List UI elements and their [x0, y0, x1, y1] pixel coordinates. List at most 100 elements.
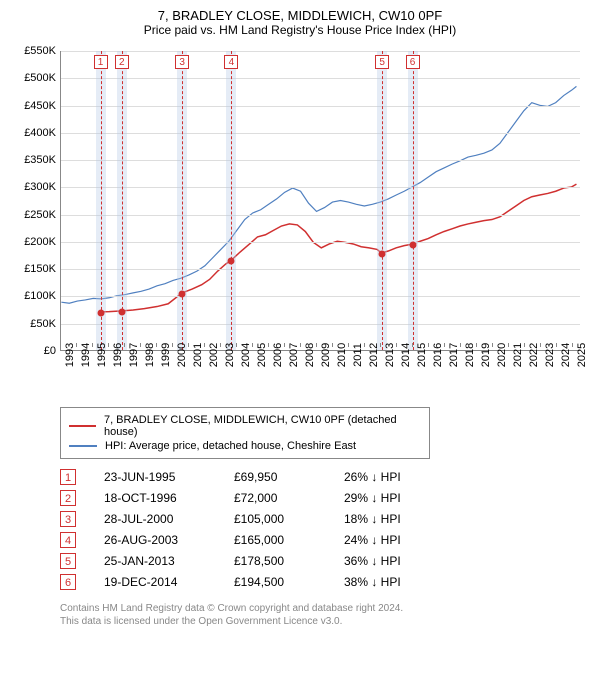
x-axis-label: 2005 [256, 343, 268, 367]
table-row: 218-OCT-1996£72,00029% ↓ HPI [60, 490, 588, 506]
x-tick [204, 343, 205, 347]
x-tick [252, 343, 253, 347]
row-number: 3 [60, 511, 76, 527]
chart-lines-svg [61, 51, 580, 350]
row-diff: 26% ↓ HPI [344, 470, 454, 484]
row-date: 26-AUG-2003 [104, 533, 234, 547]
gridline [61, 215, 580, 216]
row-diff: 36% ↓ HPI [344, 554, 454, 568]
x-tick [364, 343, 365, 347]
x-axis-label: 2017 [448, 343, 460, 367]
x-tick [524, 343, 525, 347]
x-tick [300, 343, 301, 347]
x-axis-label: 2014 [400, 343, 412, 367]
x-tick [460, 343, 461, 347]
y-axis-label: £0 [12, 345, 56, 357]
sale-marker-number: 3 [175, 55, 189, 69]
x-tick [492, 343, 493, 347]
row-diff: 18% ↓ HPI [344, 512, 454, 526]
legend-label: 7, BRADLEY CLOSE, MIDDLEWICH, CW10 0PF (… [104, 414, 421, 438]
table-row: 525-JAN-2013£178,50036% ↓ HPI [60, 553, 588, 569]
legend-swatch-property [69, 425, 96, 427]
row-price: £69,950 [234, 470, 344, 484]
gridline [61, 160, 580, 161]
x-axis-label: 1996 [112, 343, 124, 367]
y-axis-label: £200K [12, 236, 56, 248]
series-hpi [61, 86, 576, 303]
x-tick [220, 343, 221, 347]
x-axis-label: 2016 [432, 343, 444, 367]
y-axis-label: £500K [12, 72, 56, 84]
row-date: 23-JUN-1995 [104, 470, 234, 484]
sale-marker-number: 1 [94, 55, 108, 69]
sale-marker-number: 5 [375, 55, 389, 69]
sale-point [379, 250, 386, 257]
x-tick [124, 343, 125, 347]
series-property [101, 184, 577, 312]
x-tick [268, 343, 269, 347]
x-axis-label: 2007 [288, 343, 300, 367]
sale-marker-line [382, 51, 383, 350]
sale-marker-line [101, 51, 102, 350]
row-price: £194,500 [234, 575, 344, 589]
footer-line: Contains HM Land Registry data © Crown c… [60, 602, 588, 615]
row-price: £165,000 [234, 533, 344, 547]
chart-subtitle: Price paid vs. HM Land Registry's House … [12, 23, 588, 37]
x-tick [316, 343, 317, 347]
x-tick [380, 343, 381, 347]
gridline [61, 78, 580, 79]
gridline [61, 269, 580, 270]
legend-swatch-hpi [69, 445, 97, 447]
row-number: 4 [60, 532, 76, 548]
x-tick [76, 343, 77, 347]
gridline [61, 51, 580, 52]
x-tick [236, 343, 237, 347]
x-axis-label: 2025 [576, 343, 588, 367]
y-axis-label: £450K [12, 100, 56, 112]
row-diff: 29% ↓ HPI [344, 491, 454, 505]
y-axis-label: £150K [12, 263, 56, 275]
x-axis-label: 2012 [368, 343, 380, 367]
x-axis-label: 2018 [464, 343, 476, 367]
x-axis-label: 2004 [240, 343, 252, 367]
legend-label: HPI: Average price, detached house, Ches… [105, 440, 356, 452]
sale-point [179, 290, 186, 297]
title-block: 7, BRADLEY CLOSE, MIDDLEWICH, CW10 0PF P… [12, 8, 588, 37]
x-axis-label: 1997 [128, 343, 140, 367]
table-row: 3 28-JUL-2000£105,00018% ↓ HPI [60, 511, 588, 527]
x-axis-label: 2009 [320, 343, 332, 367]
x-tick [540, 343, 541, 347]
x-axis-label: 2022 [528, 343, 540, 367]
x-axis-label: 1994 [80, 343, 92, 367]
y-axis-label: £400K [12, 127, 56, 139]
x-tick [188, 343, 189, 347]
chart-area: 123456 £0£50K£100K£150K£200K£250K£300K£3… [12, 43, 588, 403]
x-axis-label: 2001 [192, 343, 204, 367]
row-diff: 38% ↓ HPI [344, 575, 454, 589]
row-price: £105,000 [234, 512, 344, 526]
gridline [61, 187, 580, 188]
x-tick [92, 343, 93, 347]
x-tick [428, 343, 429, 347]
x-axis-label: 2008 [304, 343, 316, 367]
x-tick [108, 343, 109, 347]
row-number: 1 [60, 469, 76, 485]
sale-marker-number: 4 [224, 55, 238, 69]
x-tick [172, 343, 173, 347]
gridline [61, 106, 580, 107]
legend-row: 7, BRADLEY CLOSE, MIDDLEWICH, CW10 0PF (… [69, 414, 421, 438]
chart-title: 7, BRADLEY CLOSE, MIDDLEWICH, CW10 0PF [12, 8, 588, 23]
x-tick [332, 343, 333, 347]
x-tick [508, 343, 509, 347]
row-date: 28-JUL-2000 [104, 512, 234, 526]
sale-marker-line [182, 51, 183, 350]
x-axis-label: 2013 [384, 343, 396, 367]
x-axis-label: 2010 [336, 343, 348, 367]
x-axis-label: 2015 [416, 343, 428, 367]
gridline [61, 296, 580, 297]
x-axis-label: 2020 [496, 343, 508, 367]
table-row: 619-DEC-2014£194,50038% ↓ HPI [60, 574, 588, 590]
x-tick [572, 343, 573, 347]
x-axis-label: 1998 [144, 343, 156, 367]
x-axis-label: 2006 [272, 343, 284, 367]
